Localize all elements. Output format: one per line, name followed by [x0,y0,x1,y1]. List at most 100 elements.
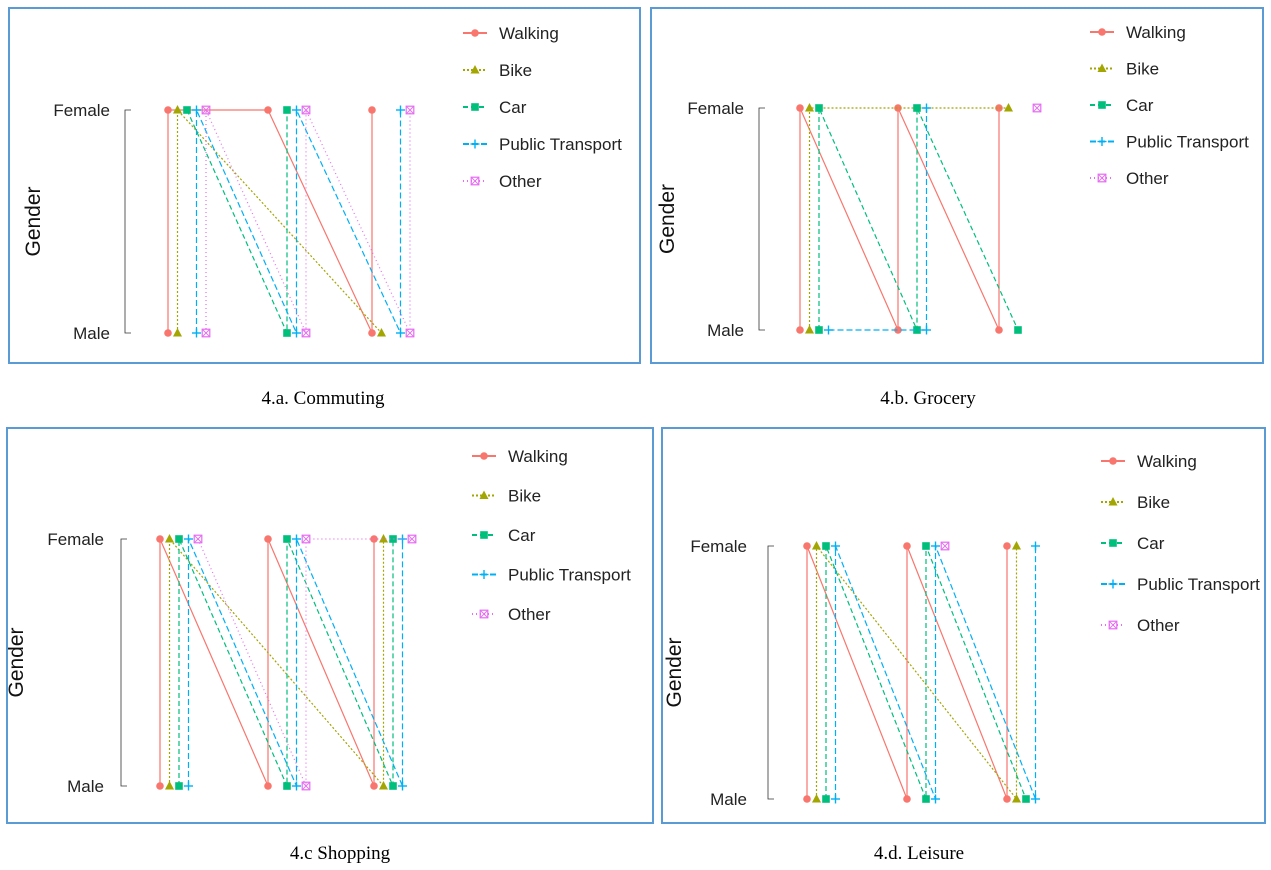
series-line-car [178,538,394,787]
series-line-public-transport [187,538,404,787]
panel-commuting: Male Female Gender Walking Bike Car Public Tra… [8,7,641,364]
series-other [1032,103,1042,113]
point-walking [894,104,902,112]
legend-label-walking: Walking [1137,452,1197,471]
series-car [822,542,1030,803]
point-walking [264,106,272,114]
chart-svg: Male Female Gender Walking Bike Car Public Tra… [22,24,622,343]
point-car [922,795,930,803]
point-car [283,106,291,114]
series-line-bike [815,544,1018,801]
point-public-transport [184,781,193,791]
point-public-transport [192,328,201,338]
point-walking [995,104,1003,112]
point-other [1032,103,1042,113]
y-tick-label-male: Male [710,790,747,809]
legend-item-other: Other [1090,169,1169,188]
y-axis [124,109,131,334]
point-bike [165,534,174,543]
panel-shopping: Male Female Gender Walking Bike Car Public Tra… [6,427,654,824]
point-public-transport [1031,541,1040,551]
legend-label-walking: Walking [1126,23,1186,42]
point-walking [796,104,804,112]
point-other [940,541,950,551]
series-line-walking [167,109,373,334]
point-walking [368,106,376,114]
point-walking [156,535,164,543]
legend-label-bike: Bike [499,61,532,80]
series-bike [173,105,386,337]
point-car [913,104,921,112]
legend-label-public-transport: Public Transport [499,135,622,154]
series-public-transport [831,541,1040,804]
caption-leisure: 4.d. Leisure [873,843,965,864]
legend-label-walking: Walking [499,24,559,43]
point-public-transport [184,534,193,544]
point-car [922,542,930,550]
legend-label-public-transport: Public Transport [508,566,631,585]
legend-item-walking: Walking [1101,452,1197,471]
point-bike [812,541,821,550]
point-bike [805,325,814,334]
legend-label-bike: Bike [1126,60,1159,79]
series-other [201,105,415,338]
point-car [175,535,183,543]
point-walking [796,326,804,334]
legend-label-public-transport: Public Transport [1137,575,1260,594]
point-public-transport [292,534,301,544]
series-line-car [825,545,1027,800]
legend-label-public-transport: Public Transport [1126,133,1249,152]
legend-item-public-transport: Public Transport [463,135,622,154]
series-other [193,534,417,791]
series-line-walking [806,545,1008,800]
legend-item-car: Car [1090,96,1154,115]
point-car [1022,795,1030,803]
series-line-other [197,538,412,787]
point-walking [264,782,272,790]
point-walking [1003,542,1011,550]
point-other [405,328,415,338]
legend-item-other: Other [1101,616,1180,635]
legend: Walking Bike Car Public Transport Other [463,24,622,191]
point-walking [164,329,172,337]
point-public-transport [831,794,840,804]
y-axis [758,107,765,331]
panel-leisure: Male Female Gender Walking Bike Car Public Tra… [661,427,1266,824]
legend: Walking Bike Car Public Transport Other [1101,452,1260,635]
legend-label-other: Other [1137,616,1180,635]
point-public-transport [1031,794,1040,804]
point-public-transport [396,105,405,115]
chart-svg: Male Female Gender Walking Bike Car Public Tra… [8,447,631,796]
point-other [193,534,203,544]
y-axis-title: Gender [22,186,45,256]
point-other [201,328,211,338]
series-line-car [186,109,288,334]
legend-item-bike: Bike [1101,493,1170,512]
point-bike [377,328,386,337]
caption-commuting: 4.a. Commuting [261,388,385,409]
y-tick-label-male: Male [67,777,104,796]
legend-item-walking: Walking [463,24,559,43]
series-line-bike [176,108,382,334]
point-public-transport [922,325,931,335]
point-car [389,782,397,790]
point-other [301,328,311,338]
point-other [301,781,311,791]
series-public-transport [192,105,405,338]
point-car [822,795,830,803]
series-walking [156,535,378,790]
y-axis [767,545,774,800]
legend-item-public-transport: Public Transport [1090,133,1249,152]
point-bike [805,103,814,112]
series-line-bike [808,107,1009,330]
point-public-transport [824,325,833,335]
point-car [1014,326,1022,334]
legend-item-other: Other [472,605,551,624]
y-tick-label-female: Female [47,530,104,549]
point-walking [156,782,164,790]
y-tick-label-female: Female [690,537,747,556]
series-bike [812,541,1021,803]
point-public-transport [396,328,405,338]
legend-item-car: Car [463,98,527,117]
y-axis [120,538,127,787]
